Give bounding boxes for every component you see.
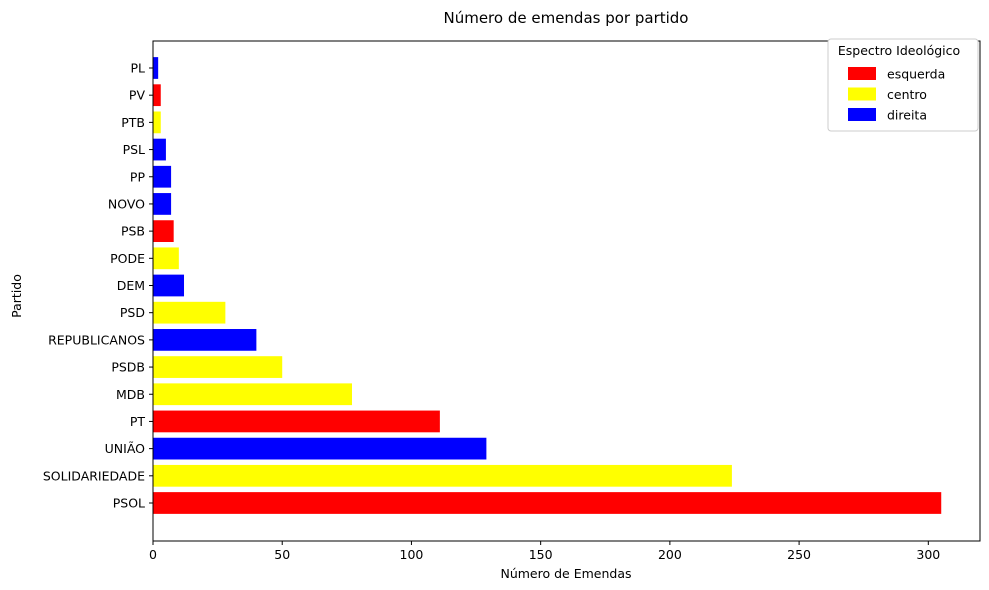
plot-area: PSOL SOLIDARIEDADE UNIÃO PT MDB PSDB REPUBLICA… (43, 40, 981, 562)
legend-label-centro: centro (887, 87, 927, 102)
bar-dem (153, 274, 185, 297)
y-tick-label: PSB (121, 224, 145, 239)
bar-ptb (153, 111, 161, 134)
y-tick-label: UNIÃO (105, 441, 146, 456)
legend-label-esquerda: esquerda (887, 67, 945, 82)
bar-pl (153, 57, 159, 79)
bar-pt (153, 410, 440, 433)
bar-psb (153, 220, 174, 242)
y-tick-label: PSOL (113, 496, 145, 511)
bar-mdb (153, 383, 352, 406)
y-axis-label: Partido (9, 274, 24, 318)
y-tick-label: PTB (121, 115, 145, 130)
x-tick-label: 150 (529, 547, 553, 562)
y-tick-label: PV (129, 88, 146, 103)
x-tick-label: 100 (400, 547, 424, 562)
y-tick-label: PODE (110, 251, 145, 266)
y-tick-label: DEM (117, 278, 145, 293)
y-tick-label: PSDB (111, 360, 145, 375)
legend-swatch-centro (848, 87, 876, 101)
y-tick-label: REPUBLICANOS (48, 332, 145, 347)
legend-entries: esquerda centro direita (848, 67, 945, 123)
x-tick-label: 300 (916, 547, 940, 562)
bar-pv (153, 84, 161, 107)
bar-pode (153, 247, 179, 270)
y-tick-label: PL (130, 61, 145, 76)
bar-republicanos (153, 329, 257, 351)
bar-psd (153, 301, 226, 324)
bar-psdb (153, 356, 283, 378)
x-tick-label: 250 (787, 547, 811, 562)
bar-novo (153, 193, 172, 215)
y-tick-label: SOLIDARIEDADE (43, 468, 145, 483)
y-tick-label: PT (130, 414, 146, 429)
chart-title: Número de emendas por partido (443, 9, 688, 27)
x-axis-label: Número de Emendas (500, 566, 631, 581)
y-tick-label: MDB (116, 387, 145, 402)
bar-solidariedade (153, 464, 732, 487)
axes-frame (152, 40, 981, 542)
bar-psl (153, 138, 166, 161)
x-tick-label: 50 (274, 547, 290, 562)
y-tick-label: PSD (120, 305, 145, 320)
y-tick-label: PP (130, 169, 146, 184)
legend-swatch-direita (848, 108, 876, 121)
bar-pp (153, 165, 172, 188)
bar-psol (153, 492, 942, 514)
legend-swatch-esquerda (848, 67, 876, 80)
y-tick-label: PSL (123, 142, 145, 157)
legend-title: Espectro Ideológico (838, 43, 960, 58)
legend: Espectro Ideológico esquerda centro direit… (827, 38, 979, 132)
y-tick-label: NOVO (108, 196, 145, 211)
bar-união (153, 437, 487, 460)
legend-label-direita: direita (887, 108, 927, 123)
x-tick-label: 200 (658, 547, 682, 562)
x-tick-label: 0 (149, 547, 157, 562)
